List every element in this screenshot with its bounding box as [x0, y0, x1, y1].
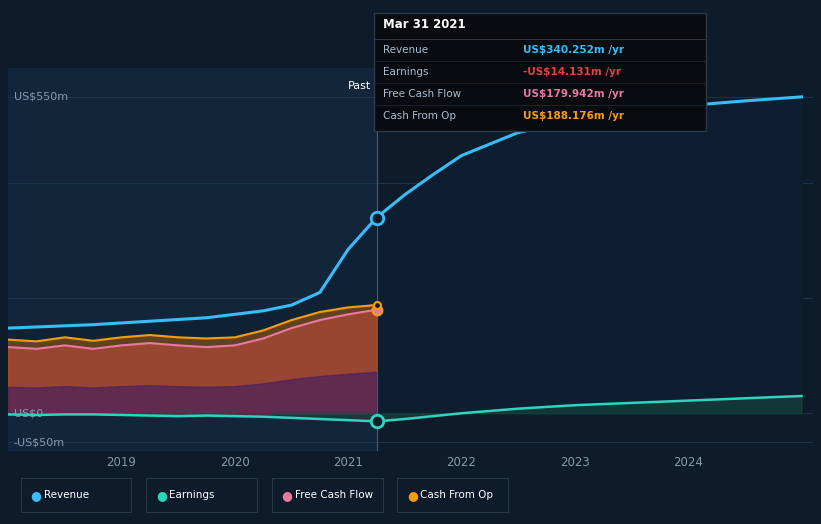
Bar [8, 68, 377, 451]
Text: ●: ● [30, 489, 41, 501]
Text: Mar 31 2021: Mar 31 2021 [383, 18, 466, 31]
Text: Revenue: Revenue [383, 45, 429, 54]
Text: Revenue: Revenue [44, 490, 89, 500]
Text: -US$14.131m /yr: -US$14.131m /yr [523, 67, 621, 77]
Text: US$340.252m /yr: US$340.252m /yr [523, 45, 624, 54]
Text: ●: ● [156, 489, 167, 501]
Text: -US$50m: -US$50m [14, 437, 65, 447]
Text: Free Cash Flow: Free Cash Flow [383, 89, 461, 99]
Text: Free Cash Flow: Free Cash Flow [295, 490, 373, 500]
Text: Cash From Op: Cash From Op [420, 490, 493, 500]
Text: Earnings: Earnings [169, 490, 214, 500]
Text: Past: Past [347, 81, 371, 91]
Text: Cash From Op: Cash From Op [383, 111, 456, 121]
Text: US$188.176m /yr: US$188.176m /yr [523, 111, 624, 121]
Text: US$179.942m /yr: US$179.942m /yr [523, 89, 624, 99]
Text: Analysts Forecasts: Analysts Forecasts [382, 81, 486, 91]
Text: US$550m: US$550m [14, 92, 68, 102]
Text: US$0: US$0 [14, 408, 44, 418]
Text: ●: ● [282, 489, 292, 501]
Text: ●: ● [407, 489, 418, 501]
Text: Earnings: Earnings [383, 67, 429, 77]
